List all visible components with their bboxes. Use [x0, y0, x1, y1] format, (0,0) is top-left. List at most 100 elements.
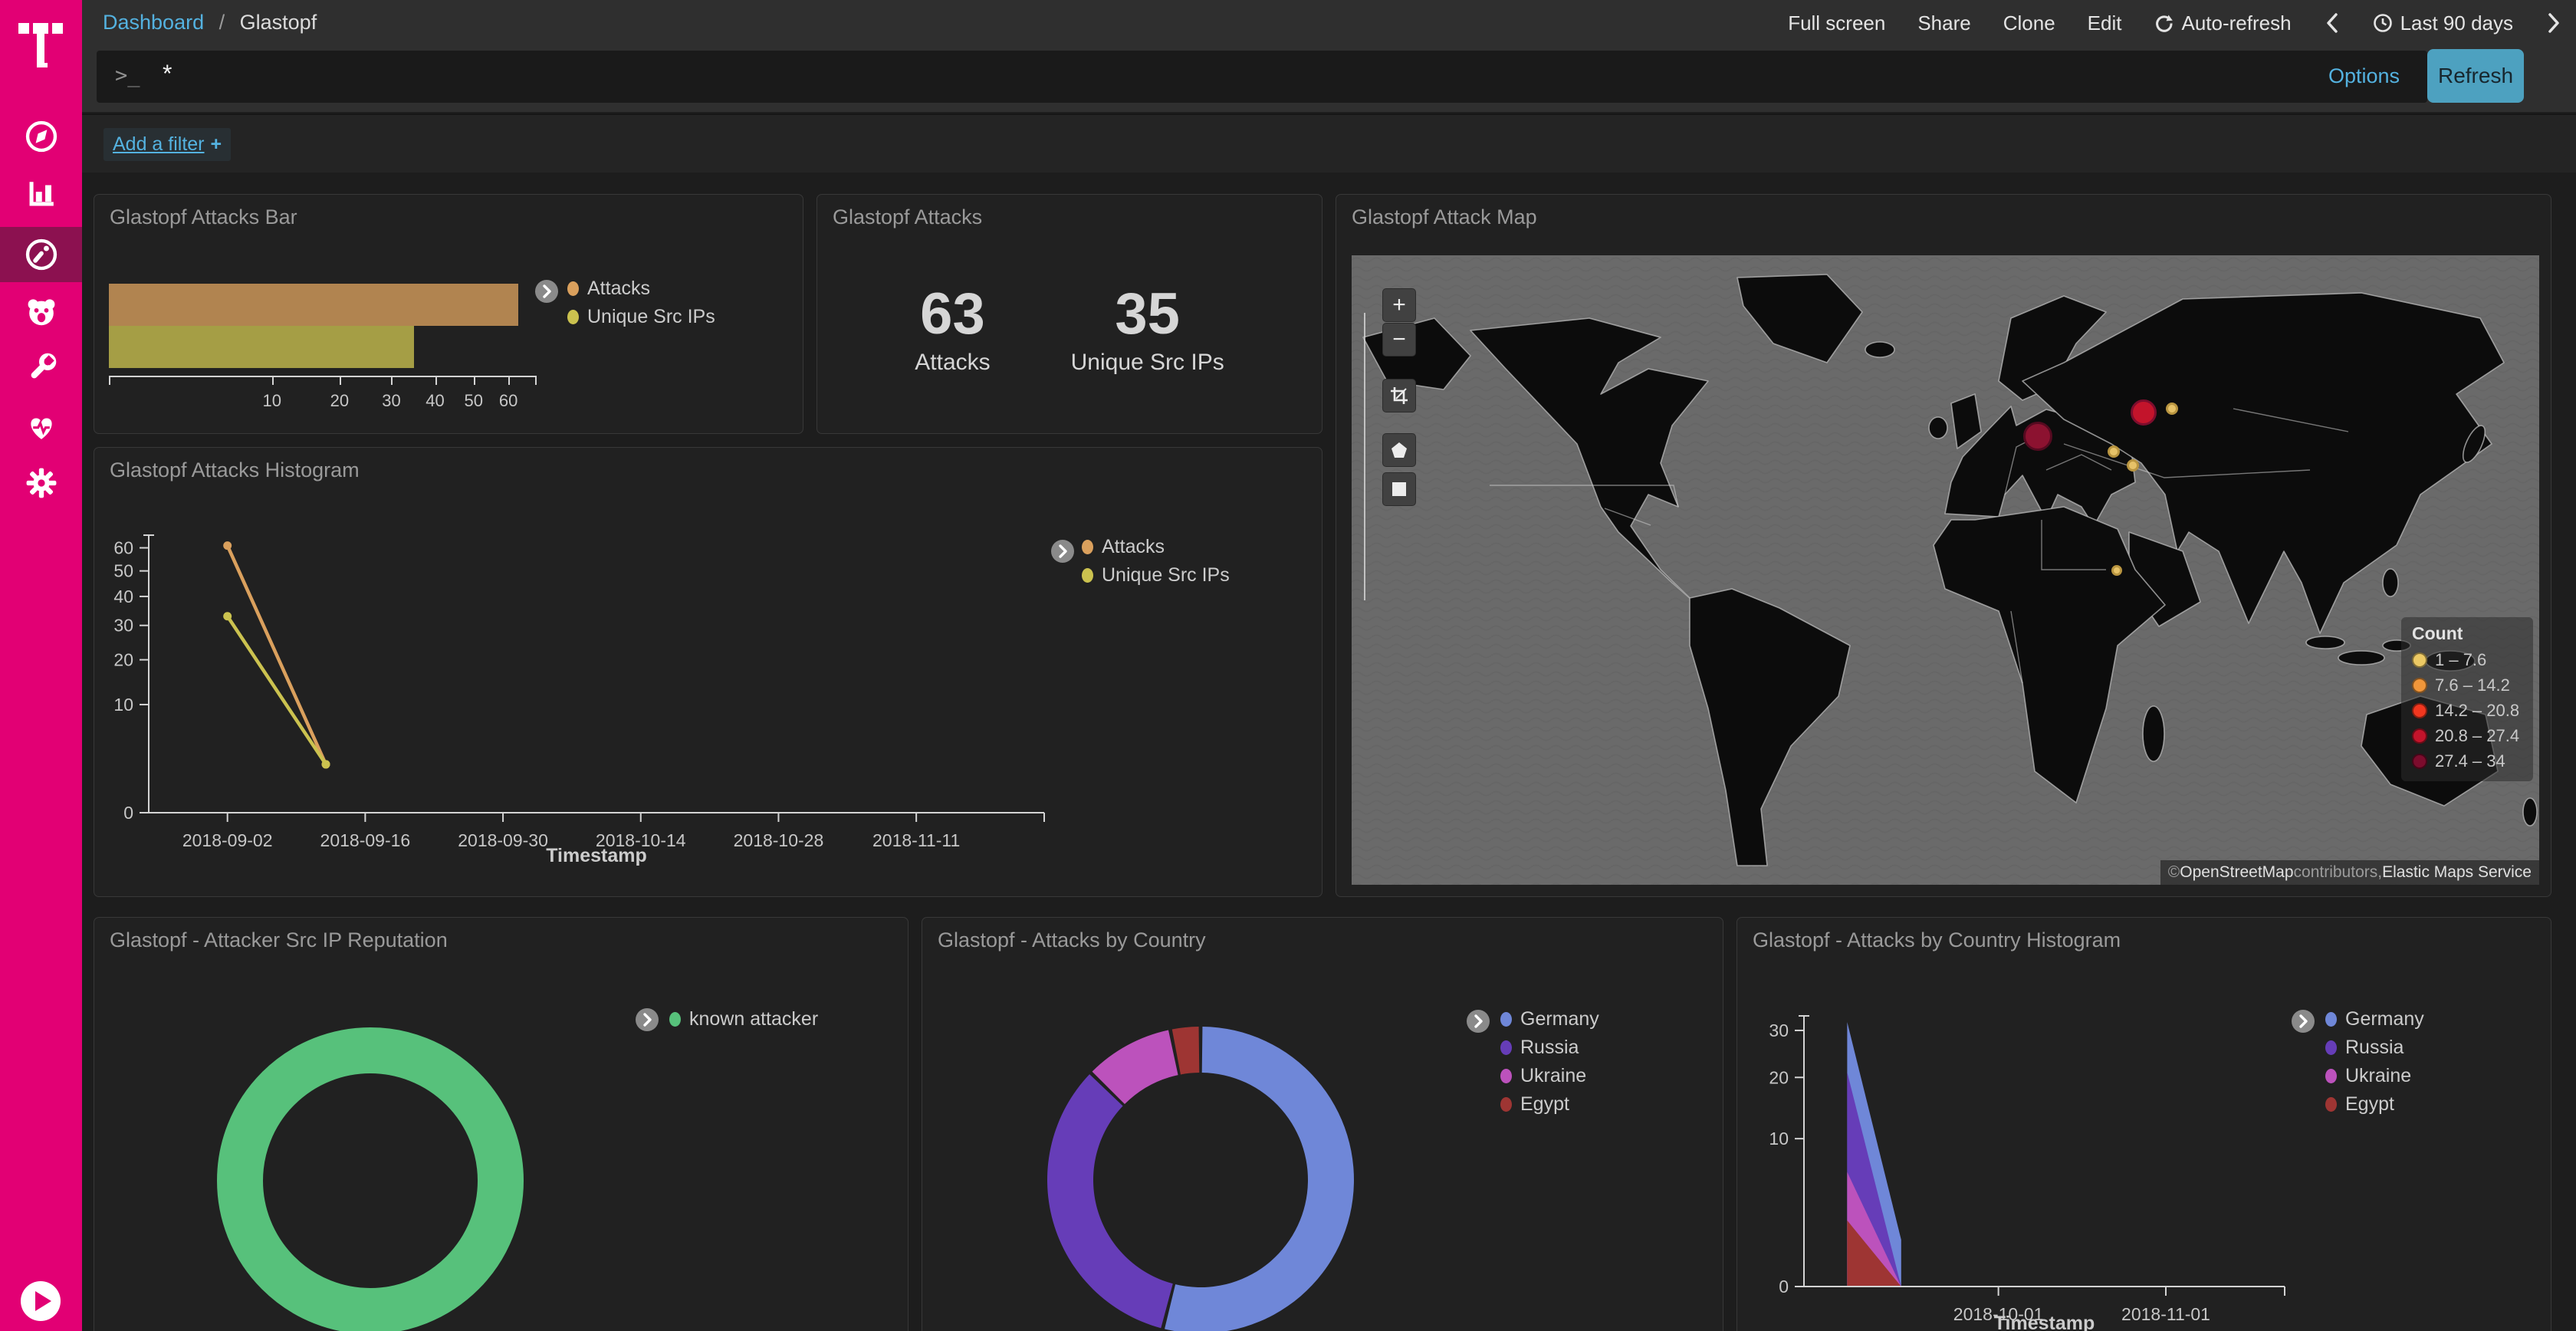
elastic-maps-service-link[interactable]: Elastic Maps Service — [2382, 863, 2532, 882]
panel-attacks-by-country-histogram: Glastopf - Attacks by Country Histogram … — [1737, 917, 2551, 1331]
legend-collapse-chevron-icon[interactable] — [1467, 1010, 1490, 1033]
metric-attacks: 63 Attacks — [915, 285, 990, 376]
map-zoom-in-button[interactable]: + — [1382, 288, 1416, 322]
query-options-link[interactable]: Options — [2328, 64, 2400, 88]
map-legend-dot-icon — [2412, 754, 2427, 769]
world-map[interactable]: + − Count 1 – 7.67.6 – 14.214.2 – 20.820… — [1352, 255, 2539, 885]
legend-item-germany[interactable]: Germany — [1500, 1005, 1599, 1034]
sidebar-dashboard-gauge-icon[interactable] — [0, 227, 82, 282]
legend-dot-icon — [1500, 1097, 1512, 1112]
time-back-chevron-icon[interactable] — [2324, 12, 2341, 35]
openstreetmap-link[interactable]: OpenStreetMap — [2180, 863, 2293, 882]
x-tick-label: 40 — [426, 391, 444, 411]
legend-item-unique-src-ips[interactable]: Unique Src IPs — [567, 303, 715, 331]
line-chart[interactable]: 01020304050602018-09-022018-09-162018-09… — [94, 448, 1323, 896]
sidebar — [0, 0, 82, 1331]
legend-item-ukraine[interactable]: Ukraine — [2325, 1062, 2424, 1090]
legend: AttacksUnique Src IPs — [1082, 533, 1230, 590]
add-filter-link[interactable]: Add a filter+ — [104, 128, 231, 161]
svg-text:20: 20 — [113, 650, 133, 670]
legend-item-egypt[interactable]: Egypt — [2325, 1090, 2424, 1119]
legend-label: Egypt — [1520, 1093, 1569, 1116]
panel-title: Glastopf Attacks — [833, 205, 982, 229]
sidebar-monitoring-heartbeat-icon[interactable] — [0, 399, 82, 455]
donut-chart[interactable] — [922, 918, 1723, 1331]
x-axis-tick — [474, 376, 475, 385]
map-draw-polygon-icon[interactable] — [1382, 433, 1416, 467]
map-zoom-out-button[interactable]: − — [1382, 323, 1416, 357]
map-legend-range: 1 – 7.6 — [2435, 650, 2486, 670]
legend-collapse-chevron-icon[interactable] — [535, 280, 558, 303]
t-mobile-logo-icon[interactable] — [18, 14, 64, 79]
legend-label: Germany — [1520, 1008, 1599, 1030]
donut-chart[interactable] — [94, 918, 908, 1331]
time-picker-button[interactable]: Last 90 days — [2373, 12, 2513, 35]
share-button[interactable]: Share — [1917, 12, 1970, 35]
map-legend-item: 27.4 – 34 — [2412, 748, 2533, 774]
legend-item-attacks[interactable]: Attacks — [1082, 533, 1230, 561]
breadcrumb-dashboard-link[interactable]: Dashboard — [103, 11, 204, 34]
metric-unique-src-ips: 35 Unique Src IPs — [1071, 285, 1224, 376]
breadcrumb-current: Glastopf — [240, 11, 317, 34]
legend-collapse-chevron-icon[interactable] — [2292, 1010, 2315, 1033]
legend-item-russia[interactable]: Russia — [1500, 1034, 1599, 1062]
map-point-germany[interactable] — [2023, 422, 2052, 451]
legend-label: known attacker — [689, 1008, 818, 1030]
svg-text:10: 10 — [1769, 1129, 1789, 1149]
map-draw-rectangle-icon[interactable] — [1382, 472, 1416, 506]
svg-text:Timestamp: Timestamp — [546, 845, 647, 866]
sidebar-expand-play-icon[interactable] — [21, 1281, 61, 1321]
map-point-egypt[interactable] — [2111, 565, 2122, 576]
area-chart[interactable]: 01020302018-10-012018-11-01Timestamp — [1737, 918, 2551, 1331]
breadcrumb-separator: / — [219, 11, 225, 34]
sidebar-discover-compass-icon[interactable] — [0, 109, 82, 164]
x-axis-tick — [535, 376, 537, 385]
map-fit-data-icon[interactable] — [1382, 379, 1416, 412]
svg-text:2018-10-28: 2018-10-28 — [734, 830, 824, 850]
fullscreen-button[interactable]: Full screen — [1788, 12, 1885, 35]
legend-label: Germany — [2345, 1008, 2424, 1030]
legend-dot-icon — [2325, 1040, 2337, 1055]
bar-attacks[interactable] — [109, 284, 518, 326]
svg-text:40: 40 — [113, 587, 133, 606]
filter-bar: Add a filter+ — [82, 113, 2576, 173]
map-legend-dot-icon — [2412, 652, 2427, 668]
legend-dot-icon — [2325, 1012, 2337, 1027]
clone-button[interactable]: Clone — [2003, 12, 2055, 35]
search-query-input[interactable] — [163, 60, 2079, 88]
x-tick-label: 50 — [464, 391, 482, 411]
breadcrumb: Dashboard / Glastopf — [103, 11, 317, 35]
legend-dot-icon — [567, 281, 579, 296]
plus-icon: + — [211, 133, 222, 155]
legend-dot-icon — [2325, 1069, 2337, 1083]
query-input-box[interactable]: >_ Options — [97, 51, 2427, 103]
sidebar-bear-icon[interactable] — [0, 284, 82, 340]
legend-item-russia[interactable]: Russia — [2325, 1034, 2424, 1062]
time-forward-chevron-icon[interactable] — [2545, 12, 2562, 35]
legend-dot-icon — [1082, 540, 1093, 554]
clock-icon — [2373, 13, 2393, 33]
refresh-button[interactable]: Refresh — [2427, 49, 2524, 103]
sidebar-dev-tools-wrench-icon[interactable] — [0, 340, 82, 396]
legend-collapse-chevron-icon[interactable] — [636, 1008, 659, 1031]
map-legend-dot-icon — [2412, 703, 2427, 718]
auto-refresh-button[interactable]: Auto-refresh — [2154, 12, 2291, 35]
x-tick-label: 30 — [382, 391, 400, 411]
donut-slice-known-attacker — [240, 1050, 501, 1311]
legend-item-attacks[interactable]: Attacks — [567, 274, 715, 303]
donut-slice-russia[interactable] — [1047, 1074, 1173, 1328]
legend-item-germany[interactable]: Germany — [2325, 1005, 2424, 1034]
query-bar-row: >_ Options Refresh — [82, 46, 2576, 112]
metric-label: Unique Src IPs — [1071, 350, 1224, 376]
edit-button[interactable]: Edit — [2088, 12, 2122, 35]
legend-collapse-chevron-icon[interactable] — [1051, 540, 1074, 563]
legend-item-egypt[interactable]: Egypt — [1500, 1090, 1599, 1119]
legend-item-ukraine[interactable]: Ukraine — [1500, 1062, 1599, 1090]
legend-item-unique-src-ips[interactable]: Unique Src IPs — [1082, 561, 1230, 590]
legend-item-known-attacker[interactable]: known attacker — [669, 1005, 818, 1034]
panel-title: Glastopf Attack Map — [1352, 205, 1537, 229]
bar-unique-src-ips[interactable] — [109, 326, 414, 368]
sidebar-visualize-bar-chart-icon[interactable] — [0, 166, 82, 222]
sidebar-management-gear-icon[interactable] — [0, 455, 82, 511]
x-tick-label: 60 — [499, 391, 518, 411]
